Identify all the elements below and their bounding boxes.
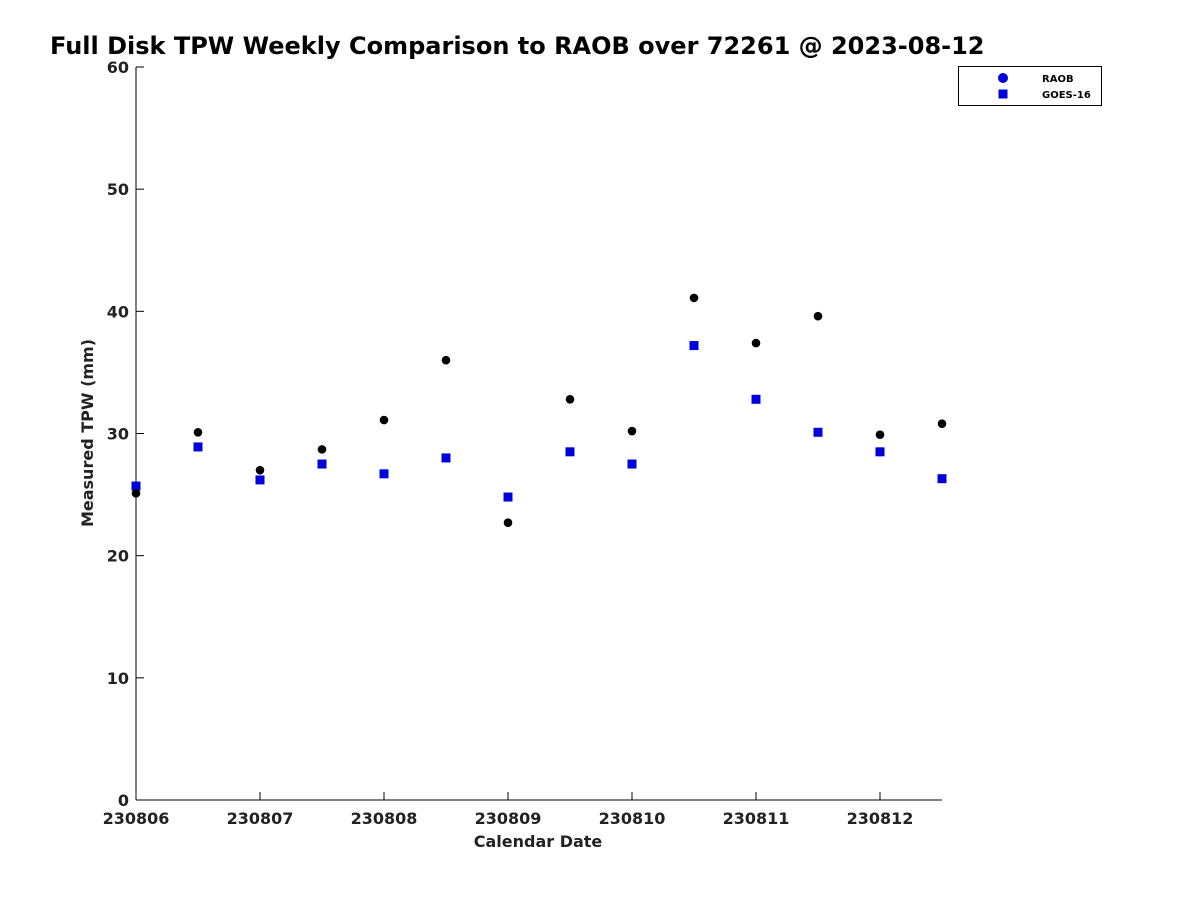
- x-axis-label: Calendar Date: [474, 832, 603, 851]
- goes16-point: [255, 475, 265, 485]
- y-tick-label: 20: [107, 547, 129, 566]
- goes16-point: [875, 447, 885, 457]
- goes16-point: [503, 492, 513, 502]
- raob-point: [503, 518, 513, 527]
- goes16-point: [131, 481, 141, 491]
- chart-title: Full Disk TPW Weekly Comparison to RAOB …: [50, 32, 985, 60]
- raob-point: [193, 427, 203, 437]
- goes16-point: [627, 459, 637, 469]
- y-tick-label: 60: [107, 58, 129, 77]
- plot-area: 0 10 20 30 40 50 60 230806 230807 230808 230809 230…: [103, 58, 947, 828]
- legend-label: GOES-16: [1042, 90, 1091, 101]
- y-tick-label: 30: [107, 425, 129, 444]
- goes16-point: [751, 394, 761, 404]
- goes16-point: [441, 453, 451, 463]
- raob-point: [441, 355, 451, 365]
- x-tick-label: 230806: [103, 809, 170, 828]
- x-tick-label: 230810: [599, 809, 666, 828]
- legend: RAOB GOES-16: [958, 66, 1102, 106]
- legend-label: RAOB: [1042, 74, 1074, 85]
- raob-point: [813, 311, 823, 321]
- y-tick-label: 40: [107, 302, 129, 321]
- x-tick-label: 230807: [227, 809, 294, 828]
- y-axis-label: Measured TPW (mm): [78, 339, 97, 527]
- legend-marker-raob: [998, 73, 1008, 83]
- goes16-point: [317, 459, 327, 469]
- goes16-point: [193, 442, 203, 452]
- goes16-point: [813, 427, 823, 437]
- x-tick-label: 230812: [847, 809, 914, 828]
- goes16-point: [379, 469, 389, 479]
- raob-point: [689, 293, 699, 303]
- raob-point: [627, 426, 637, 436]
- y-tick-label: 0: [118, 791, 129, 810]
- y-tick-label: 10: [107, 669, 129, 688]
- raob-point: [255, 465, 265, 475]
- x-tick-label: 230808: [351, 809, 418, 828]
- raob-point: [875, 430, 885, 440]
- raob-point: [565, 394, 575, 404]
- raob-point: [751, 338, 761, 348]
- x-tick-label: 230811: [723, 809, 790, 828]
- x-tick-label: 230809: [475, 809, 542, 828]
- raob-point: [131, 489, 141, 498]
- legend-marker-goes16: [998, 89, 1008, 99]
- raob-point: [379, 415, 389, 425]
- raob-point: [317, 445, 327, 454]
- raob-point: [937, 419, 947, 429]
- goes16-point: [937, 474, 947, 484]
- goes16-point: [565, 447, 575, 457]
- y-tick-label: 50: [107, 180, 129, 199]
- legend-box: [958, 66, 1102, 106]
- goes16-point: [689, 341, 699, 351]
